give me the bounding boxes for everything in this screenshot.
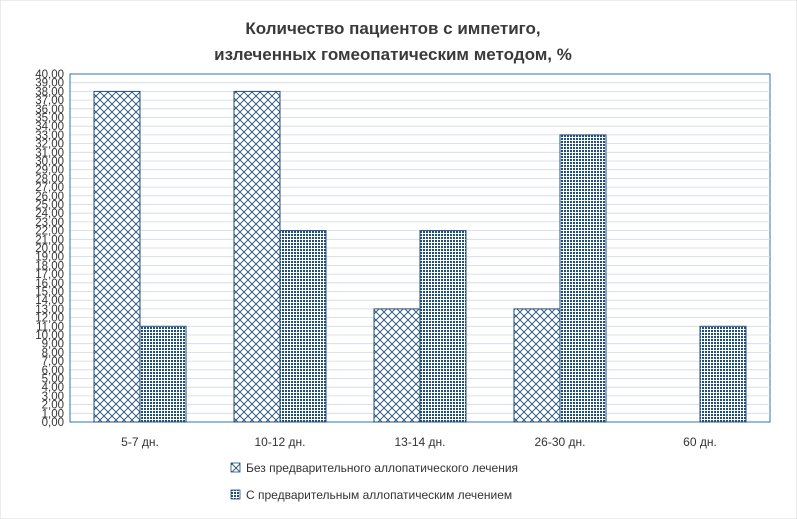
y-tick-label: 27,00	[35, 182, 64, 194]
y-tick-label: 26,00	[35, 191, 64, 203]
y-tick-label: 35,00	[35, 113, 64, 125]
y-tick-label: 11,00	[36, 321, 64, 333]
y-tick-label: 38,00	[35, 86, 64, 98]
bar-series-1-1	[93, 90, 141, 423]
y-tick-label: 22,00	[35, 226, 64, 238]
y-tick-label: 8,00	[42, 347, 64, 359]
y-tick-label: 12,00	[35, 313, 64, 325]
legend-label-1: Без предварительного аллопатического леч…	[246, 461, 518, 475]
y-tick-label: 33,00	[35, 130, 64, 142]
legend-label-2: С предварительным аллопатическим лечение…	[246, 488, 512, 502]
y-tick-label: 5,00	[42, 374, 64, 386]
y-tick-label: 32,00	[35, 139, 64, 151]
x-tick-label: 60 дн.	[683, 435, 717, 449]
x-tick-label: 26-30 дн.	[535, 435, 586, 449]
legend-swatch-2	[230, 489, 241, 500]
y-tick-label: 20,00	[35, 243, 64, 255]
bar-series-2-3	[419, 230, 467, 423]
bar-series-2-1	[139, 325, 187, 423]
y-tick-label: 4,00	[42, 382, 64, 394]
y-tick-label: 30,00	[35, 156, 64, 168]
y-tick-label: 31,00	[35, 147, 64, 159]
y-tick-label: 6,00	[42, 365, 64, 377]
y-tick-label: 17,00	[35, 269, 64, 281]
bar-series-2-5	[699, 325, 747, 423]
y-tick-label: 37,00	[35, 95, 64, 107]
x-tick-label: 5-7 дн.	[121, 435, 159, 449]
y-tick-label: 7,00	[42, 356, 64, 368]
y-tick-label: 3,00	[42, 391, 64, 403]
legend: Без предварительного аллопатического леч…	[230, 461, 518, 502]
y-tick-label: 23,00	[35, 217, 64, 229]
y-tick-label: 21,00	[35, 234, 64, 246]
legend-swatch-1	[230, 462, 241, 473]
y-tick-label: 34,00	[35, 121, 64, 133]
y-tick-label: 13,00	[35, 304, 64, 316]
y-tick-label: 0,00	[42, 417, 64, 429]
x-tick-label: 13-14 дн.	[395, 435, 446, 449]
plot-area: 0,001,002,003,004,005,006,007,008,009,00…	[35, 69, 771, 449]
y-tick-label: 40,00	[35, 69, 64, 81]
y-tick-label: 19,00	[35, 252, 64, 264]
bar-series-1-4	[513, 308, 561, 423]
bar-series-1-2	[233, 90, 281, 423]
y-tick-label: 9,00	[42, 339, 64, 351]
y-tick-label: 15,00	[35, 287, 64, 299]
y-tick-label: 25,00	[35, 200, 64, 212]
bar-series-2-2	[279, 230, 327, 423]
y-tick-label: 36,00	[35, 104, 64, 116]
bar-series-2-4	[559, 134, 607, 423]
y-tick-label: 24,00	[35, 208, 64, 220]
y-tick-label: 1,00	[42, 408, 64, 420]
y-tick-label: 39,00	[35, 78, 64, 90]
y-tick-label: 18,00	[35, 260, 64, 272]
y-tick-label: 29,00	[35, 165, 64, 177]
bar-series-1-3	[373, 308, 421, 423]
chart-title-line-1: Количество пациентов с импетиго,	[245, 19, 540, 38]
chart-title-line-2: излеченных гомеопатическим методом, %	[214, 45, 572, 64]
y-tick-label: 28,00	[35, 173, 64, 185]
y-tick-label: 14,00	[35, 295, 64, 307]
y-tick-label: 2,00	[42, 400, 64, 412]
y-tick-label: 10,00	[35, 330, 64, 342]
y-tick-label: 16,00	[35, 278, 64, 290]
x-tick-label: 10-12 дн.	[255, 435, 306, 449]
